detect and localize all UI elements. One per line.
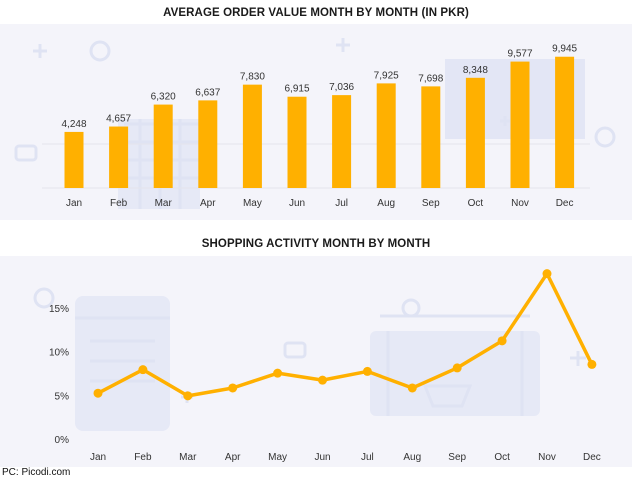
bar-x-tick-label: Feb bbox=[110, 198, 128, 209]
point-mar bbox=[183, 391, 193, 401]
line-chart: 0% 5% 10% 15% Jan Feb Mar Apr May Jun Jul Aug Sep Oct… bbox=[33, 269, 601, 463]
line-chart-title: SHOPPING ACTIVITY MONTH BY MONTH bbox=[201, 238, 431, 250]
bar-value-label: 4,657 bbox=[106, 114, 131, 125]
bar-may bbox=[242, 84, 262, 188]
bar-x-tick-label: Sep bbox=[422, 198, 440, 209]
point-aug bbox=[407, 383, 417, 393]
bar-value-label: 7,830 bbox=[240, 72, 265, 83]
bar-chart-title: AVERAGE ORDER VALUE MONTH BY MONTH (IN P… bbox=[163, 7, 469, 19]
bar-nov bbox=[510, 61, 530, 188]
line-x-tick-label: Oct bbox=[494, 452, 510, 463]
point-feb bbox=[138, 365, 148, 375]
line-x-tick-label: Jan bbox=[90, 452, 106, 463]
bar-x-tick-label: Jan bbox=[66, 198, 82, 209]
bar-apr bbox=[198, 100, 218, 188]
line-y-tick-label: 15% bbox=[49, 304, 69, 315]
line-x-tick-label: Feb bbox=[134, 452, 152, 463]
bar-value-label: 7,698 bbox=[418, 73, 443, 84]
line-y-tick-label: 10% bbox=[49, 348, 69, 359]
line-x-tick-label: Mar bbox=[179, 452, 197, 463]
activity-series-line bbox=[97, 271, 594, 398]
bar-value-label: 6,320 bbox=[151, 92, 176, 103]
bar-jan bbox=[64, 131, 84, 188]
line-x-tick-label: Dec bbox=[583, 452, 601, 463]
line-x-tick-label: Sep bbox=[448, 452, 466, 463]
source-credit: PC: Picodi.com bbox=[2, 467, 71, 478]
line-x-tick-label: Jun bbox=[314, 452, 330, 463]
bar-dec bbox=[555, 56, 575, 189]
bar-aug bbox=[376, 83, 396, 188]
point-apr bbox=[228, 383, 238, 393]
line-x-tick-label: Nov bbox=[538, 452, 556, 463]
bar-value-label: 6,915 bbox=[284, 84, 309, 95]
point-sep bbox=[452, 363, 462, 373]
line-x-tick-label: Apr bbox=[225, 452, 241, 463]
bar-jun bbox=[287, 96, 307, 188]
bar-jul bbox=[332, 95, 352, 188]
bar-sep bbox=[421, 86, 441, 188]
point-jan bbox=[93, 388, 103, 398]
point-jun bbox=[318, 375, 327, 385]
line-y-tick-label: 0% bbox=[55, 435, 70, 446]
bar-value-label: 8,348 bbox=[463, 65, 488, 76]
bar-value-label: 4,248 bbox=[61, 119, 86, 130]
point-may bbox=[273, 368, 283, 378]
point-dec bbox=[587, 359, 597, 369]
bar-feb bbox=[109, 126, 129, 188]
line-chart-decor bbox=[33, 287, 586, 431]
point-jul bbox=[362, 366, 372, 376]
bar-value-label: 7,925 bbox=[374, 70, 399, 81]
bar-x-tick-label: Nov bbox=[511, 198, 529, 209]
bar-value-label: 9,945 bbox=[552, 44, 577, 55]
bar-x-tick-label: May bbox=[243, 198, 262, 209]
bar-x-tick-label: Jul bbox=[335, 198, 348, 209]
bar-oct bbox=[465, 77, 485, 188]
bar-x-tick-label: Oct bbox=[468, 198, 484, 209]
line-x-tick-label: Jul bbox=[361, 452, 374, 463]
bar-value-label: 6,637 bbox=[195, 87, 220, 98]
bar-x-tick-label: Aug bbox=[377, 198, 395, 209]
line-x-tick-label: Aug bbox=[403, 452, 421, 463]
point-nov bbox=[542, 269, 552, 279]
point-oct bbox=[497, 336, 507, 346]
bar-x-tick-label: Mar bbox=[155, 198, 173, 209]
line-x-tick-label: May bbox=[268, 452, 287, 463]
bar-value-label: 7,036 bbox=[329, 82, 354, 93]
bar-x-tick-label: Jun bbox=[289, 198, 305, 209]
bar-chart: 4,248 Jan 4,657 Feb 6,320 Mar 6,637 Apr 7,830 May… bbox=[14, 38, 616, 209]
bar-value-label: 9,577 bbox=[507, 49, 532, 60]
bar-x-tick-label: Dec bbox=[556, 198, 574, 209]
bar-x-tick-label: Apr bbox=[200, 198, 216, 209]
line-y-tick-label: 5% bbox=[55, 391, 70, 402]
bar-mar bbox=[153, 104, 173, 188]
